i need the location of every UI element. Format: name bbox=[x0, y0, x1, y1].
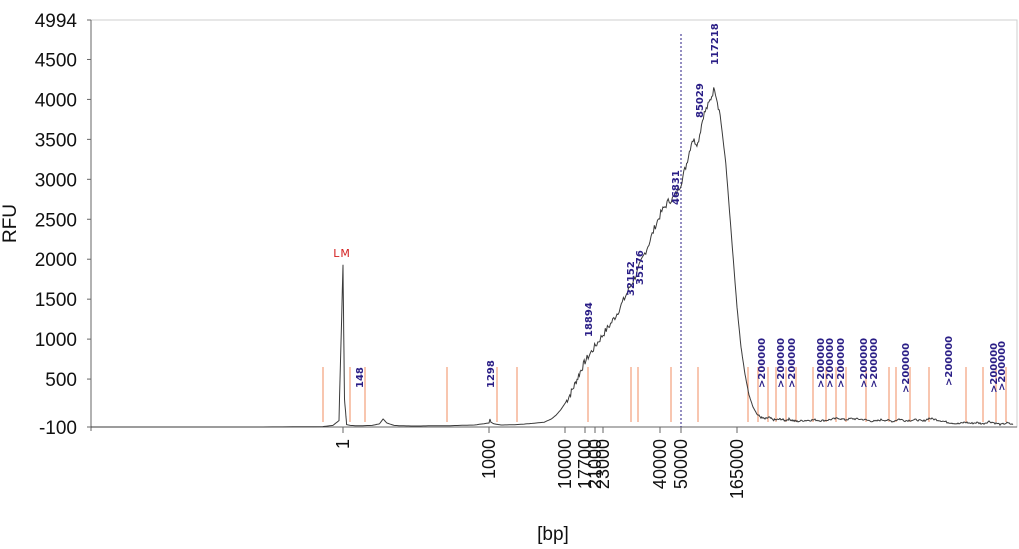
peak-size-label: >200000 bbox=[816, 338, 827, 388]
peak-size-label: 32152 bbox=[626, 261, 637, 296]
y-tick-label: 2500 bbox=[35, 210, 77, 231]
y-tick-label: 4994 bbox=[35, 11, 78, 32]
region-lines bbox=[322, 367, 1007, 422]
peak-size-label: >200000 bbox=[997, 341, 1008, 391]
y-tick-label: 3000 bbox=[35, 170, 77, 191]
peak-size-label: >200000 bbox=[825, 338, 836, 388]
peak-size-label: 35176 bbox=[635, 250, 646, 285]
x-axis-label: [bp] bbox=[537, 524, 569, 545]
peak-size-label: >200000 bbox=[901, 343, 912, 393]
y-tick-label: 500 bbox=[45, 370, 77, 391]
y-tick-label: 1000 bbox=[35, 330, 77, 351]
y-tick-label: 4000 bbox=[35, 90, 77, 111]
peak-size-label: 85029 bbox=[695, 83, 706, 118]
y-tick-label: -100 bbox=[39, 418, 77, 439]
y-axis-label: RFU bbox=[0, 204, 21, 243]
x-tick-label: 23000 bbox=[593, 439, 613, 489]
x-tick-label: 1000 bbox=[479, 439, 499, 479]
peak-size-label: 117218 bbox=[710, 23, 721, 65]
y-tick-label: 4500 bbox=[35, 50, 77, 71]
peak-size-label: >200000 bbox=[989, 343, 1000, 393]
x-tick-label: 21000 bbox=[585, 439, 605, 489]
peak-size-label: >200000 bbox=[776, 338, 787, 388]
x-tick-label: 1 bbox=[333, 439, 353, 449]
x-tick-label: 17700 bbox=[575, 439, 595, 489]
x-tick-label: 165000 bbox=[727, 439, 747, 499]
peak-size-label: >200000 bbox=[836, 338, 847, 388]
x-tick-label: 10000 bbox=[555, 439, 575, 489]
peak-size-label: >200000 bbox=[757, 338, 768, 388]
peak-size-label: 46831 bbox=[671, 170, 682, 205]
y-axis-ticks: -100 500 1000 1500 2000 2500 3000 3500 4000 4500 4… bbox=[35, 11, 91, 439]
peak-size-label: 148 bbox=[355, 367, 366, 388]
peak-size-label: >200000 bbox=[869, 338, 880, 388]
peak-size-label: 1298 bbox=[486, 360, 497, 388]
rfu-trace-line bbox=[91, 87, 1014, 428]
x-tick-label: 50000 bbox=[671, 439, 691, 489]
peak-size-label: >200000 bbox=[787, 338, 798, 388]
y-tick-label: 2000 bbox=[35, 250, 77, 271]
peak-size-label: 18894 bbox=[584, 302, 595, 337]
y-tick-label: 1500 bbox=[35, 290, 77, 311]
peak-size-label: >200000 bbox=[859, 338, 870, 388]
x-tick-label: 40000 bbox=[650, 439, 670, 489]
y-tick-label: 3500 bbox=[35, 130, 77, 151]
lower-marker-label: LM bbox=[333, 247, 351, 260]
peak-size-label: >200000 bbox=[944, 336, 955, 386]
